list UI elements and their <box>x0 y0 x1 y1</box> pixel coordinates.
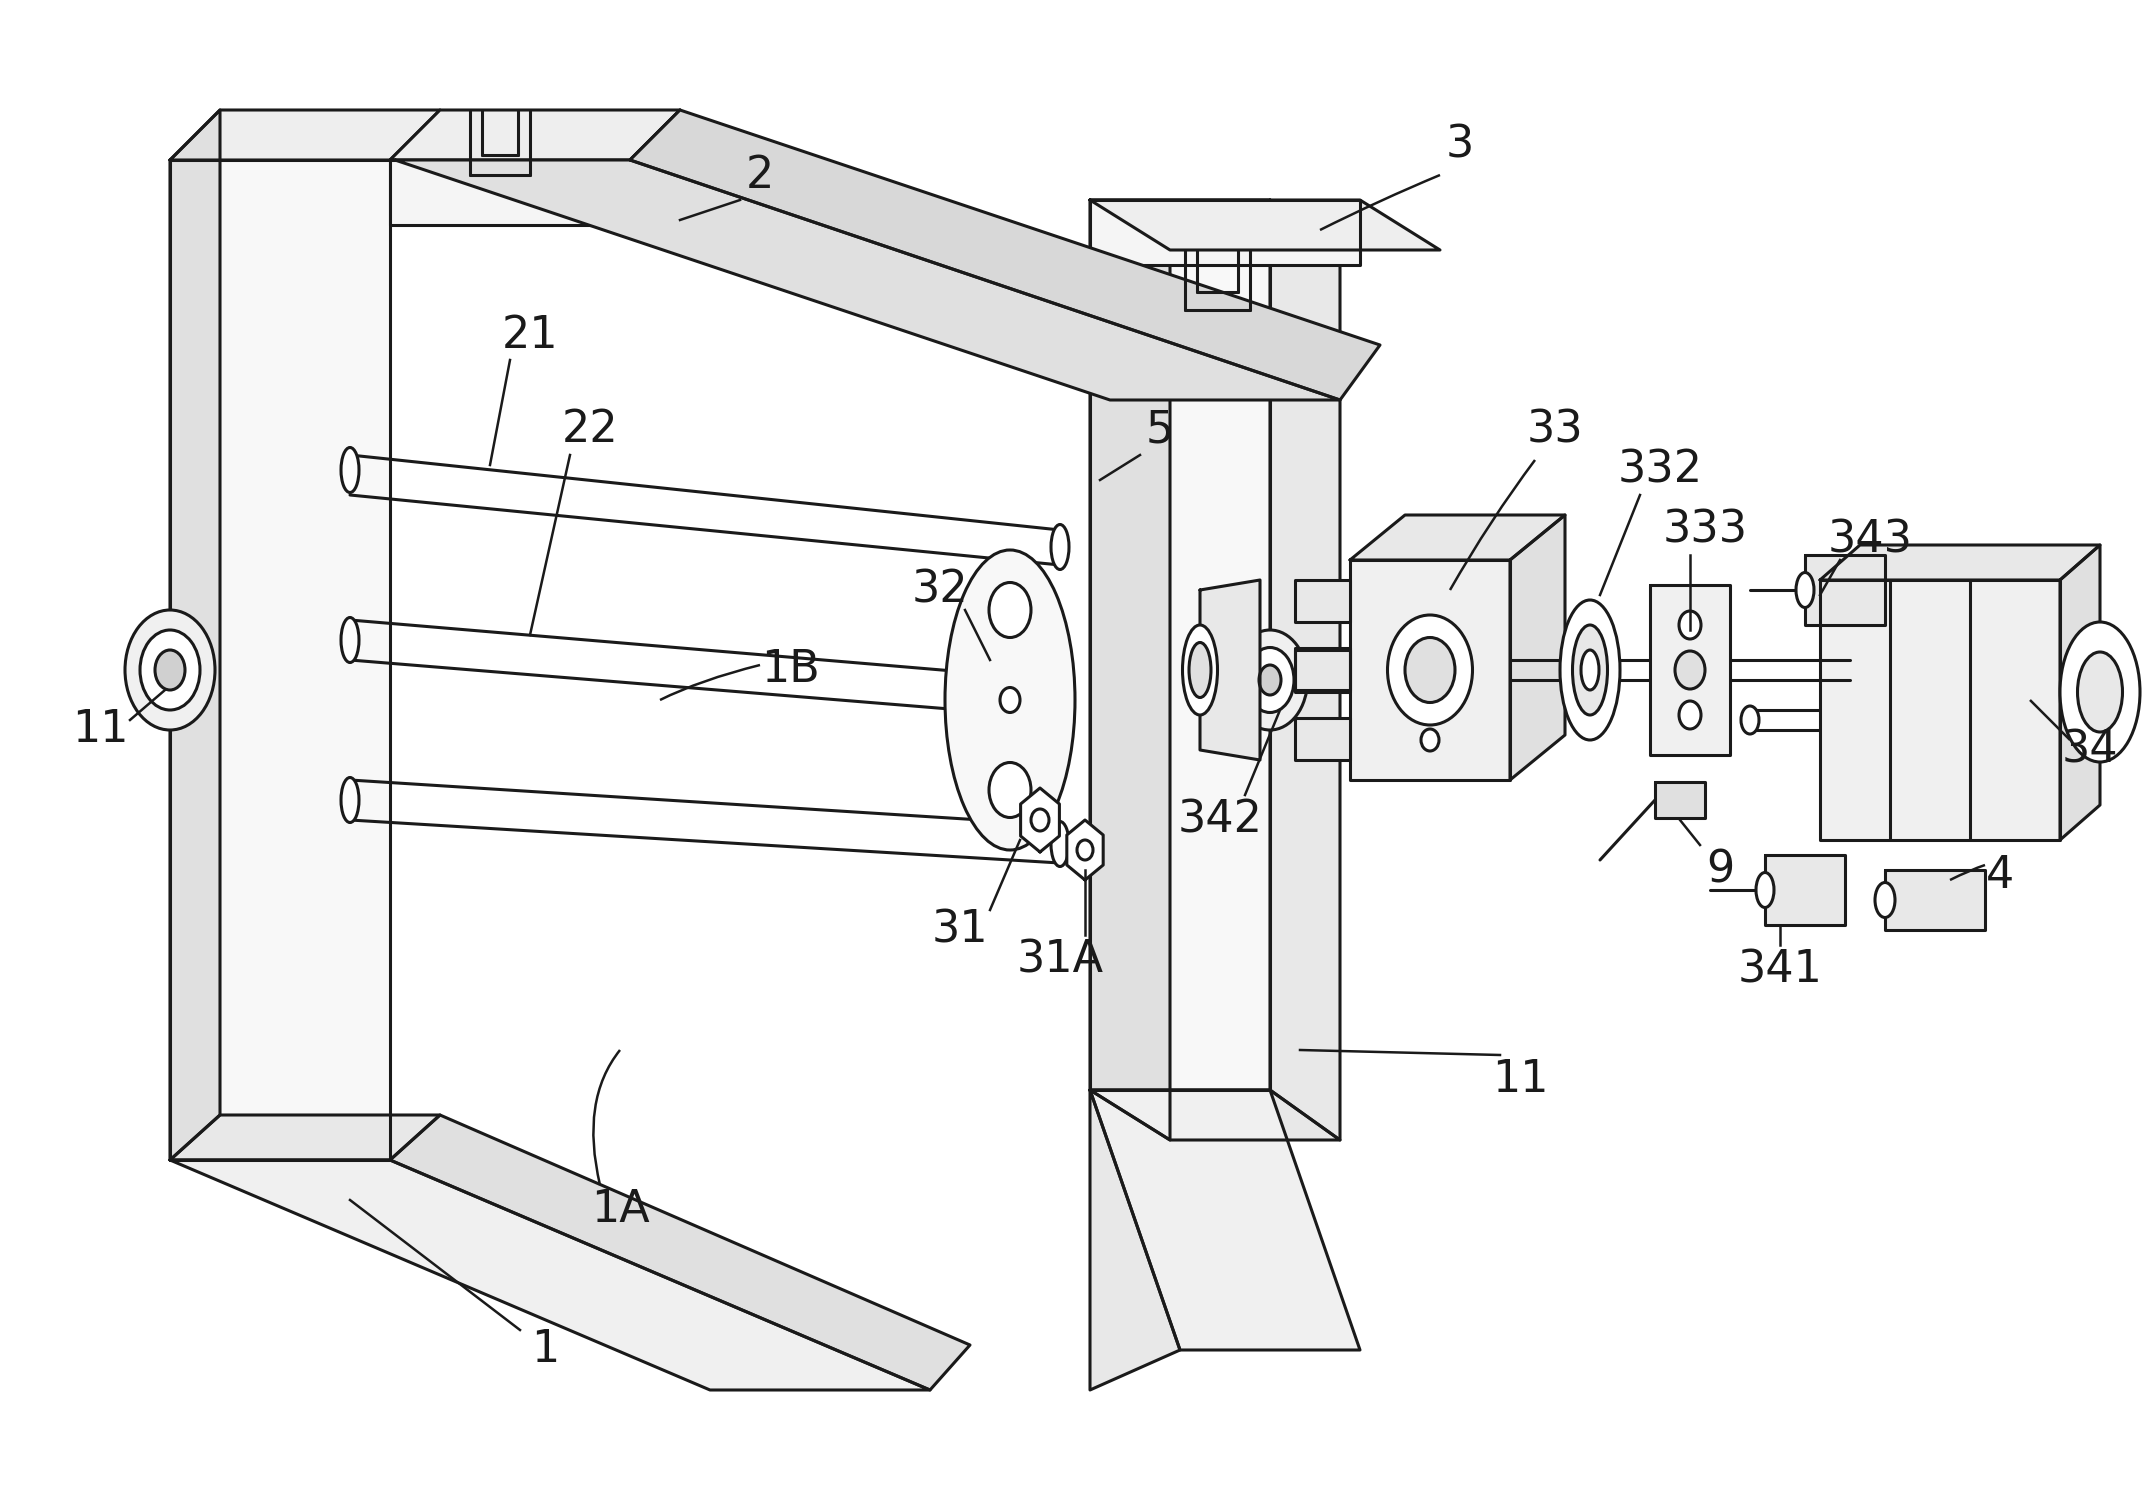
Polygon shape <box>1885 870 1986 930</box>
Polygon shape <box>1090 201 1360 265</box>
Ellipse shape <box>1232 631 1307 730</box>
Text: 9: 9 <box>1705 848 1735 891</box>
Polygon shape <box>1821 580 2061 840</box>
Polygon shape <box>1067 819 1103 879</box>
Ellipse shape <box>124 610 214 730</box>
Text: 33: 33 <box>1527 409 1583 451</box>
Polygon shape <box>1821 545 2099 580</box>
Polygon shape <box>1200 580 1259 759</box>
Ellipse shape <box>1077 840 1092 860</box>
Polygon shape <box>1349 560 1510 780</box>
Ellipse shape <box>341 777 360 822</box>
Ellipse shape <box>341 617 360 662</box>
Text: 5: 5 <box>1146 409 1174 451</box>
Polygon shape <box>1656 782 1705 818</box>
Polygon shape <box>1090 201 1439 250</box>
Polygon shape <box>169 109 439 160</box>
Polygon shape <box>1090 1091 1341 1140</box>
Polygon shape <box>1296 580 1349 622</box>
Ellipse shape <box>945 550 1075 849</box>
Polygon shape <box>1296 718 1349 759</box>
Ellipse shape <box>1756 872 1774 908</box>
Ellipse shape <box>1182 625 1217 715</box>
Text: 32: 32 <box>912 569 968 611</box>
Text: 11: 11 <box>1491 1059 1549 1101</box>
Ellipse shape <box>1679 701 1701 730</box>
Polygon shape <box>1090 201 1341 250</box>
Polygon shape <box>1270 201 1341 1140</box>
Polygon shape <box>390 160 630 225</box>
Text: 1A: 1A <box>591 1188 649 1231</box>
Ellipse shape <box>1247 647 1294 713</box>
Ellipse shape <box>154 650 184 691</box>
Text: 332: 332 <box>1617 448 1703 491</box>
Polygon shape <box>1090 201 1170 1140</box>
Polygon shape <box>1296 650 1349 692</box>
Text: 34: 34 <box>2063 728 2118 771</box>
Text: 343: 343 <box>1827 518 1913 562</box>
Text: 4: 4 <box>1986 854 2013 896</box>
Polygon shape <box>169 1159 930 1390</box>
Ellipse shape <box>1572 625 1606 715</box>
Text: 21: 21 <box>501 313 559 357</box>
Polygon shape <box>1090 201 1270 1091</box>
Ellipse shape <box>990 583 1030 638</box>
Ellipse shape <box>341 448 360 493</box>
Polygon shape <box>1020 788 1060 852</box>
Polygon shape <box>169 160 390 1159</box>
Text: 333: 333 <box>1662 508 1748 551</box>
Ellipse shape <box>1874 882 1896 917</box>
Polygon shape <box>1649 586 1731 755</box>
Text: 341: 341 <box>1737 948 1823 992</box>
Ellipse shape <box>1000 688 1020 713</box>
Polygon shape <box>2061 545 2099 840</box>
Ellipse shape <box>1795 572 1814 608</box>
Ellipse shape <box>1052 821 1069 866</box>
Polygon shape <box>169 1115 439 1159</box>
Text: 22: 22 <box>561 409 619 451</box>
Ellipse shape <box>1189 643 1210 698</box>
Text: 1B: 1B <box>760 649 820 692</box>
Ellipse shape <box>1259 665 1281 695</box>
Ellipse shape <box>1679 611 1701 640</box>
Ellipse shape <box>990 762 1030 818</box>
Ellipse shape <box>1741 706 1759 734</box>
Polygon shape <box>1090 1091 1180 1390</box>
Polygon shape <box>394 160 1341 400</box>
Ellipse shape <box>139 631 199 710</box>
Text: 2: 2 <box>745 153 773 196</box>
Ellipse shape <box>1052 677 1069 722</box>
Ellipse shape <box>1581 650 1598 691</box>
Text: 31A: 31A <box>1017 939 1103 981</box>
Polygon shape <box>169 109 221 1159</box>
Ellipse shape <box>2061 622 2140 762</box>
Polygon shape <box>1296 649 1349 691</box>
Text: 1: 1 <box>531 1329 559 1372</box>
Ellipse shape <box>1420 730 1439 750</box>
Polygon shape <box>630 109 679 225</box>
Polygon shape <box>1090 1091 1360 1350</box>
Text: 3: 3 <box>1446 123 1474 166</box>
Ellipse shape <box>1030 809 1050 831</box>
Text: 11: 11 <box>71 709 129 752</box>
Polygon shape <box>1765 855 1844 924</box>
Ellipse shape <box>1559 601 1619 740</box>
Ellipse shape <box>2078 652 2123 733</box>
Polygon shape <box>390 109 679 160</box>
Text: 342: 342 <box>1178 798 1262 842</box>
Ellipse shape <box>1405 638 1454 703</box>
Polygon shape <box>1349 515 1566 560</box>
Ellipse shape <box>1675 652 1705 689</box>
Ellipse shape <box>1388 616 1472 725</box>
Polygon shape <box>390 1115 970 1390</box>
Text: 31: 31 <box>932 908 987 951</box>
Polygon shape <box>1510 515 1566 780</box>
Ellipse shape <box>1052 524 1069 569</box>
Polygon shape <box>630 109 1379 400</box>
Polygon shape <box>1806 554 1885 625</box>
